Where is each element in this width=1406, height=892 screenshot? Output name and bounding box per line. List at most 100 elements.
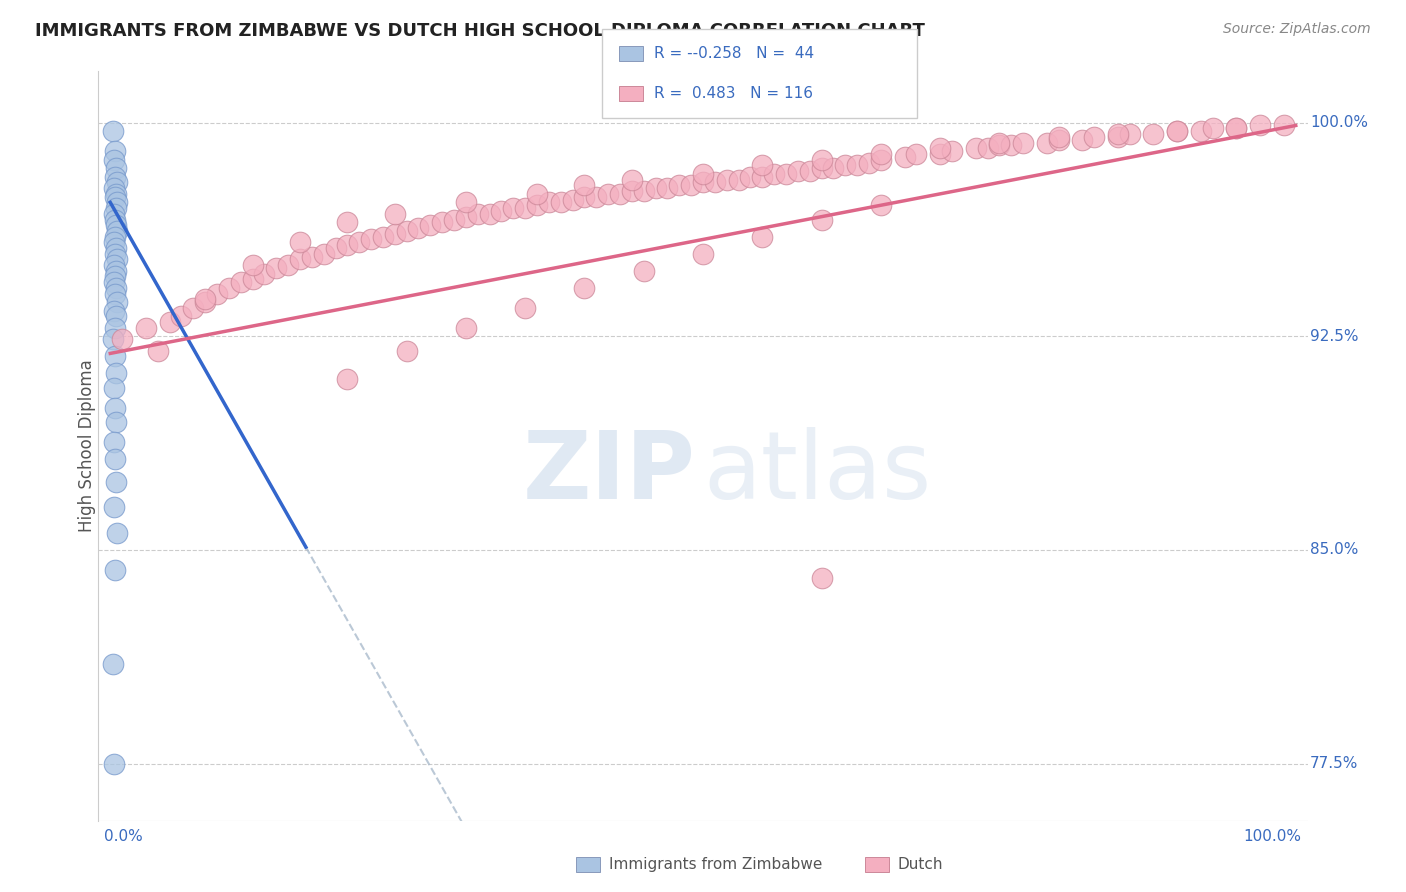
Text: 77.5%: 77.5%	[1310, 756, 1358, 772]
Point	[218, 281, 240, 295]
Point	[288, 252, 311, 267]
Point	[105, 295, 128, 310]
Point	[105, 281, 128, 295]
Point	[1225, 121, 1247, 136]
Point	[846, 158, 869, 172]
Point	[1107, 127, 1129, 141]
Point	[620, 172, 643, 186]
Point	[763, 167, 786, 181]
Text: atlas: atlas	[703, 426, 931, 519]
Point	[823, 161, 845, 176]
Point	[408, 221, 430, 235]
Point	[454, 320, 477, 334]
Point	[432, 215, 454, 229]
Point	[941, 144, 963, 158]
Point	[1202, 121, 1225, 136]
Point	[103, 500, 125, 515]
Point	[1225, 121, 1247, 136]
Point	[692, 167, 714, 181]
Point	[1047, 133, 1070, 147]
Point	[104, 401, 127, 415]
Text: IMMIGRANTS FROM ZIMBABWE VS DUTCH HIGH SCHOOL DIPLOMA CORRELATION CHART: IMMIGRANTS FROM ZIMBABWE VS DUTCH HIGH S…	[35, 22, 925, 40]
Point	[301, 250, 323, 264]
Point	[105, 310, 128, 324]
Point	[1107, 129, 1129, 144]
Text: Immigrants from Zimbabwe: Immigrants from Zimbabwe	[609, 857, 823, 872]
Point	[105, 186, 128, 201]
Point	[550, 195, 572, 210]
Point	[810, 212, 832, 227]
Point	[834, 158, 856, 172]
Point	[104, 229, 127, 244]
Point	[537, 195, 560, 210]
Point	[111, 332, 134, 346]
Point	[242, 258, 264, 272]
Point	[325, 241, 347, 255]
Point	[103, 207, 125, 221]
Point	[467, 207, 489, 221]
Point	[103, 153, 125, 167]
Point	[104, 246, 127, 260]
Point	[751, 158, 773, 172]
Text: R =  0.483   N = 116: R = 0.483 N = 116	[654, 87, 813, 101]
Point	[105, 224, 128, 238]
Point	[1083, 129, 1105, 144]
Point	[515, 301, 537, 315]
Point	[205, 286, 228, 301]
Point	[716, 172, 738, 186]
Text: 0.0%: 0.0%	[104, 830, 143, 844]
Point	[1249, 119, 1271, 133]
Point	[135, 320, 157, 334]
Point	[526, 198, 548, 212]
Point	[103, 275, 125, 289]
Point	[104, 169, 127, 184]
Point	[644, 181, 666, 195]
Point	[810, 572, 832, 586]
Point	[384, 227, 406, 241]
Y-axis label: High School Diploma: High School Diploma	[79, 359, 96, 533]
Text: 100.0%: 100.0%	[1310, 115, 1368, 130]
Point	[657, 181, 679, 195]
Point	[103, 303, 125, 318]
Point	[288, 235, 311, 250]
Point	[105, 201, 128, 215]
Point	[264, 260, 287, 275]
Point	[242, 272, 264, 286]
Point	[751, 229, 773, 244]
Point	[105, 475, 128, 489]
Text: ZIP: ZIP	[523, 426, 696, 519]
Point	[105, 176, 128, 190]
Point	[478, 207, 501, 221]
Point	[105, 241, 128, 255]
Point	[253, 267, 276, 281]
Point	[194, 293, 217, 307]
Point	[336, 238, 359, 252]
Point	[810, 161, 832, 176]
Text: 92.5%: 92.5%	[1310, 329, 1358, 343]
Point	[703, 176, 725, 190]
Point	[194, 295, 217, 310]
Point	[395, 343, 418, 358]
Point	[929, 147, 952, 161]
Point	[1272, 119, 1295, 133]
Point	[976, 141, 998, 155]
Point	[277, 258, 299, 272]
Point	[727, 172, 749, 186]
Point	[526, 186, 548, 201]
Point	[858, 155, 880, 169]
Point	[395, 224, 418, 238]
Point	[312, 246, 335, 260]
Point	[574, 281, 596, 295]
Point	[104, 320, 127, 334]
Point	[105, 161, 128, 176]
Point	[1012, 136, 1035, 150]
Point	[371, 229, 394, 244]
Point	[598, 186, 620, 201]
Point	[103, 381, 125, 395]
Point	[101, 332, 124, 346]
Point	[105, 264, 128, 278]
Point	[905, 147, 928, 161]
Point	[419, 218, 441, 232]
Text: 100.0%: 100.0%	[1244, 830, 1302, 844]
Point	[775, 167, 797, 181]
